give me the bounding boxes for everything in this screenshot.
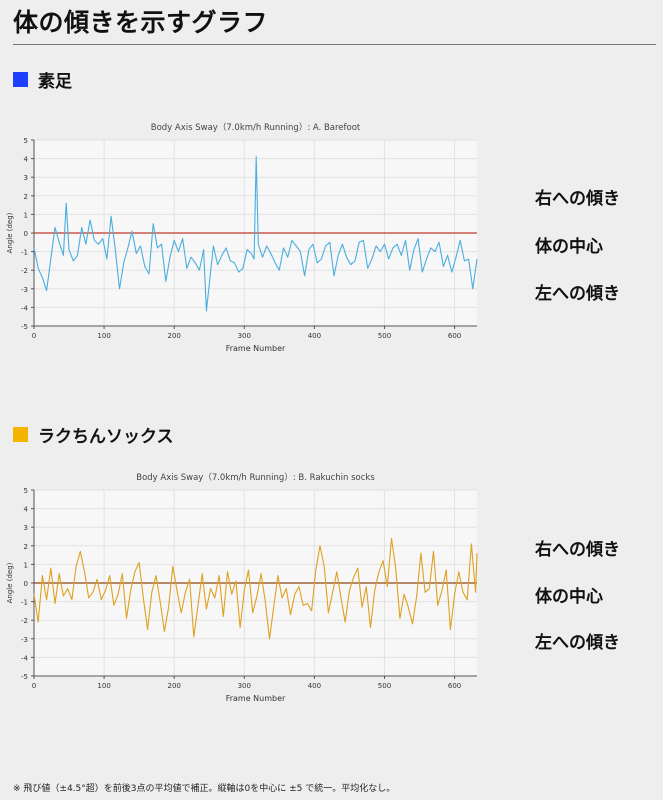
y-tick-label: 4 bbox=[24, 156, 29, 164]
page-title: 体の傾きを示すグラフ bbox=[13, 8, 269, 37]
y-tick-label: -2 bbox=[21, 267, 28, 275]
y-tick-label: 5 bbox=[24, 487, 28, 495]
label-body-center: 体の中心 bbox=[535, 587, 603, 607]
y-axis-label: Angle (deg) bbox=[6, 562, 14, 603]
x-tick-label: 600 bbox=[448, 682, 461, 690]
x-tick-label: 300 bbox=[238, 682, 251, 690]
y-tick-label: 4 bbox=[24, 506, 29, 514]
y-tick-label: 5 bbox=[24, 137, 28, 145]
x-tick-label: 0 bbox=[32, 682, 36, 690]
x-tick-label: 100 bbox=[97, 332, 110, 340]
y-tick-label: -1 bbox=[21, 599, 28, 607]
y-tick-label: 0 bbox=[24, 580, 28, 588]
y-tick-label: 0 bbox=[24, 230, 28, 238]
label-tilt-left: 左への傾き bbox=[535, 284, 620, 304]
section-label: ラクちんソックス bbox=[38, 427, 174, 447]
series-line bbox=[33, 537, 478, 640]
x-tick-label: 300 bbox=[238, 332, 251, 340]
y-tick-label: -2 bbox=[21, 617, 28, 625]
section-label: 素足 bbox=[38, 72, 72, 92]
label-tilt-left: 左への傾き bbox=[535, 633, 620, 653]
y-tick-label: -4 bbox=[21, 654, 29, 662]
y-tick-label: 3 bbox=[24, 174, 28, 182]
x-axis-label: Frame Number bbox=[226, 694, 286, 703]
x-tick-label: 500 bbox=[378, 682, 391, 690]
label-body-center: 体の中心 bbox=[535, 237, 603, 257]
title-divider bbox=[13, 44, 656, 45]
barefoot-sway-chart: -5 -4 -3 -2 -1 0 1 2 3 4 5 0 100 200 300 400 500 600 Body … bbox=[6, 122, 478, 353]
section-color-square bbox=[13, 72, 28, 87]
x-tick-label: 200 bbox=[168, 682, 181, 690]
x-tick-label: 100 bbox=[97, 682, 110, 690]
x-tick-label: 200 bbox=[168, 332, 181, 340]
x-axis-label: Frame Number bbox=[226, 344, 286, 353]
x-tick-label: 400 bbox=[308, 332, 321, 340]
y-tick-label: -1 bbox=[21, 249, 28, 257]
y-axis-label: Angle (deg) bbox=[6, 212, 14, 253]
rakuchin-sway-chart: -5 -4 -3 -2 -1 0 1 2 3 4 5 0 100 200 300 400 500 600 Body … bbox=[6, 472, 478, 703]
y-tick-label: 2 bbox=[24, 193, 28, 201]
footnote: ※ 飛び値（±4.5°超）を前後3点の平均値で補正。縦軸は0を中心に ±5 で統… bbox=[13, 784, 396, 794]
section-header-rakuchin: ラクちんソックス bbox=[13, 422, 174, 447]
series-line bbox=[33, 156, 478, 312]
x-tick-label: 500 bbox=[378, 332, 391, 340]
chart-title: Body Axis Sway（7.0km/h Running）: A. Bare… bbox=[151, 122, 361, 133]
x-tick-label: 400 bbox=[308, 682, 321, 690]
y-tick-label: 2 bbox=[24, 543, 28, 551]
chart-title: Body Axis Sway（7.0km/h Running）: B. Raku… bbox=[136, 472, 375, 483]
label-tilt-right: 右への傾き bbox=[535, 189, 620, 209]
y-tick-label: -3 bbox=[21, 286, 28, 294]
y-tick-label: -5 bbox=[21, 323, 28, 331]
label-tilt-right: 右への傾き bbox=[535, 540, 620, 560]
y-tick-label: -5 bbox=[21, 673, 28, 681]
y-tick-label: -3 bbox=[21, 636, 28, 644]
x-tick-label: 600 bbox=[448, 332, 461, 340]
y-tick-label: 1 bbox=[24, 561, 28, 569]
section-header-barefoot: 素足 bbox=[13, 67, 72, 92]
section-color-square bbox=[13, 427, 28, 442]
y-tick-label: -4 bbox=[21, 304, 29, 312]
y-tick-label: 3 bbox=[24, 524, 28, 532]
x-tick-label: 0 bbox=[32, 332, 36, 340]
y-tick-label: 1 bbox=[24, 211, 28, 219]
